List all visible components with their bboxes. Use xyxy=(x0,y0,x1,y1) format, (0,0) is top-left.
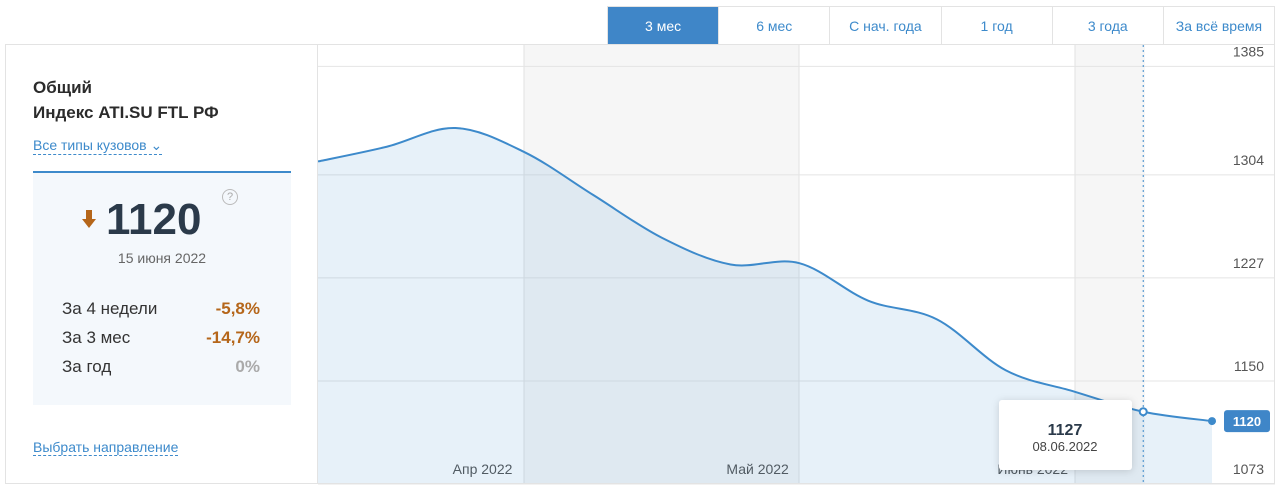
help-icon[interactable]: ? xyxy=(222,189,238,205)
panel-title: Общий xyxy=(33,78,92,97)
left-panel: Общий Индекс ATI.SU FTL РФ Все типы кузо… xyxy=(6,45,318,483)
stat-label: За 3 мес xyxy=(62,328,131,347)
period-tabs: 3 мес 6 мес С нач. года 1 год 3 года За всё в… xyxy=(607,6,1275,44)
last-point xyxy=(1208,417,1216,426)
tab[interactable]: За всё время xyxy=(1162,7,1274,44)
x-tick-label: Май 2022 xyxy=(726,461,789,477)
frame xyxy=(5,44,1275,484)
x-tick-label: Апр 2022 xyxy=(453,461,513,477)
panel-subtitle: Индекс ATI.SU FTL РФ xyxy=(33,103,219,122)
filter-text: Все типы кузовов xyxy=(33,137,147,153)
tab[interactable]: С нач. года xyxy=(829,7,940,44)
tab[interactable]: 1 год xyxy=(940,7,1052,44)
down-arrow xyxy=(82,210,96,228)
tooltip xyxy=(999,400,1132,470)
tab[interactable]: 3 мес xyxy=(608,7,719,44)
hover-point xyxy=(1138,407,1148,417)
index-value: 1120 xyxy=(106,195,202,244)
stat-row: За 3 мес -14,7% xyxy=(62,328,260,348)
y-tick-label: 1227 xyxy=(1233,255,1264,271)
stat-value: -14,7% xyxy=(206,328,260,347)
tab[interactable]: 3 года xyxy=(1051,7,1163,44)
last-value-badge xyxy=(1224,410,1270,433)
filter-link[interactable]: Все типы кузовов ⌄ xyxy=(33,137,163,155)
last-value-label: 1120 xyxy=(1233,414,1261,429)
index-date: 15 июня 2022 xyxy=(117,250,207,266)
tooltip-date: 08.06.2022 xyxy=(1032,439,1097,454)
tooltip-value: 1127 xyxy=(1048,422,1083,439)
direction-link[interactable]: Выбрать направление xyxy=(33,439,179,456)
index-card: 1120 ? 15 июня 2022 За 4 недели -5,8% За … xyxy=(33,171,291,405)
line xyxy=(317,126,1213,423)
stat-row: За 4 недели -5,8% xyxy=(62,299,260,319)
y-tick-label: 1150 xyxy=(1234,358,1264,374)
tab[interactable]: 6 мес xyxy=(718,7,829,44)
y-tick-label: 1073 xyxy=(1233,461,1264,477)
y-tick-label: 1385 xyxy=(1233,43,1264,59)
area xyxy=(318,127,1212,485)
stat-row: За год 0% xyxy=(62,357,260,377)
stat-label: За 4 недели xyxy=(62,299,158,318)
stat-value: 0% xyxy=(235,357,260,376)
y-tick-label: 1304 xyxy=(1233,152,1264,168)
stat-value: -5,8% xyxy=(215,299,260,318)
stat-label: За год xyxy=(62,357,112,376)
